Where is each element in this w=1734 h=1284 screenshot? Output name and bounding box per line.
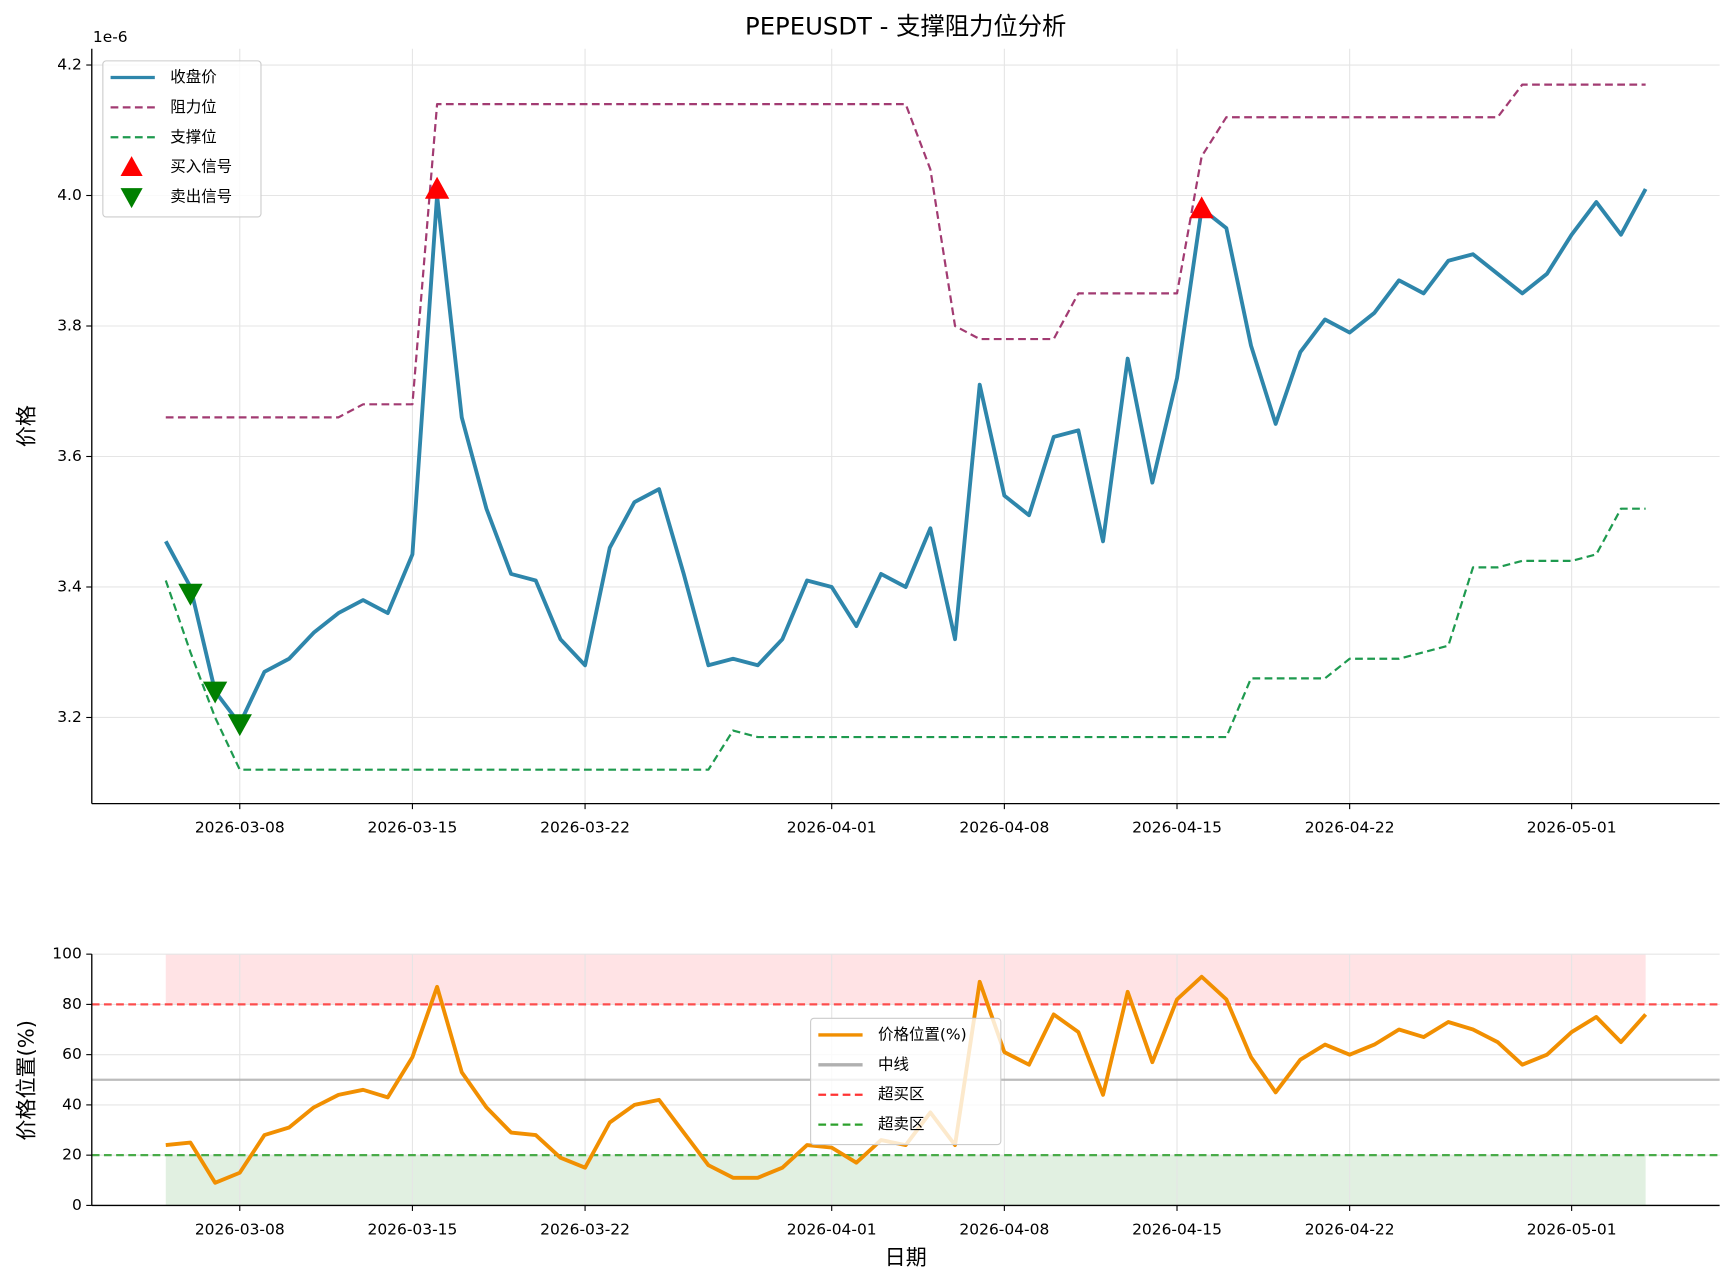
x-tick-label: 2026-04-22 — [1305, 1220, 1395, 1238]
x-tick-label: 2026-03-15 — [367, 818, 457, 836]
legend-label: 买入信号 — [170, 158, 232, 176]
legend-label: 阻力位 — [170, 98, 216, 116]
signal-marker — [227, 714, 252, 737]
y-tick-label: 0 — [72, 1196, 82, 1214]
x-tick-label: 2026-04-08 — [959, 1220, 1049, 1238]
signal-marker — [178, 583, 203, 606]
x-tick-label: 2026-04-22 — [1305, 818, 1395, 836]
y-tick-label: 4.2 — [57, 56, 82, 74]
signal-marker — [424, 176, 450, 199]
legend-symbol — [120, 156, 143, 176]
signal-marker — [202, 681, 228, 704]
x-tick-label: 2026-05-01 — [1527, 1220, 1617, 1238]
x-tick-label: 2026-04-15 — [1132, 1220, 1222, 1238]
x-tick-label: 2026-03-22 — [540, 818, 630, 836]
legend-label: 收盘价 — [170, 67, 216, 86]
x-tick-label: 2026-03-08 — [195, 1220, 285, 1238]
series-line — [165, 83, 1646, 419]
legend-label: 超买区 — [878, 1085, 924, 1103]
x-tick-label: 2026-03-08 — [195, 818, 285, 836]
legend-label: 中线 — [878, 1055, 909, 1073]
legend-label: 卖出信号 — [170, 188, 232, 206]
legend-label: 超卖区 — [878, 1115, 924, 1133]
x-tick-label: 2026-03-22 — [540, 1220, 630, 1238]
y-tick-label: 3.2 — [57, 708, 82, 726]
y-tick-label: 3.4 — [57, 577, 82, 595]
y-tick-label: 100 — [52, 945, 82, 963]
y-axis-label: 价格 — [14, 405, 39, 447]
x-tick-label: 2026-05-01 — [1527, 818, 1617, 836]
zone-band — [165, 954, 1646, 1005]
x-tick-label: 2026-04-08 — [959, 818, 1049, 836]
y-tick-label: 3.6 — [57, 447, 82, 465]
y-tick-label: 60 — [62, 1045, 82, 1063]
legend-box — [810, 1017, 1002, 1146]
x-tick-label: 2026-04-15 — [1132, 818, 1222, 836]
signal-marker — [1189, 196, 1214, 219]
legend-box — [102, 60, 262, 218]
offset-text: 1e-6 — [93, 28, 128, 46]
zone-band — [165, 1155, 1646, 1206]
y-axis-label: 价格位置(%) — [14, 1020, 39, 1140]
y-tick-label: 20 — [62, 1146, 82, 1164]
x-tick-label: 2026-03-15 — [367, 1220, 457, 1238]
x-tick-label: 2026-04-01 — [787, 818, 877, 836]
legend-label: 价格位置(%) — [878, 1025, 967, 1043]
series-line — [164, 188, 1648, 726]
x-tick-label: 2026-04-01 — [787, 1220, 877, 1238]
legend-label: 支撑位 — [170, 128, 216, 146]
y-tick-label: 40 — [62, 1095, 82, 1113]
y-tick-label: 80 — [62, 995, 82, 1013]
chart-title: PEPEUSDT - 支撑阻力位分析 — [745, 12, 1066, 41]
legend-symbol — [120, 188, 143, 209]
x-axis-label: 日期 — [885, 1245, 927, 1270]
series-line — [164, 507, 1646, 771]
series-line — [165, 974, 1648, 1185]
y-tick-label: 4.0 — [57, 186, 82, 204]
y-tick-label: 3.8 — [57, 316, 82, 334]
